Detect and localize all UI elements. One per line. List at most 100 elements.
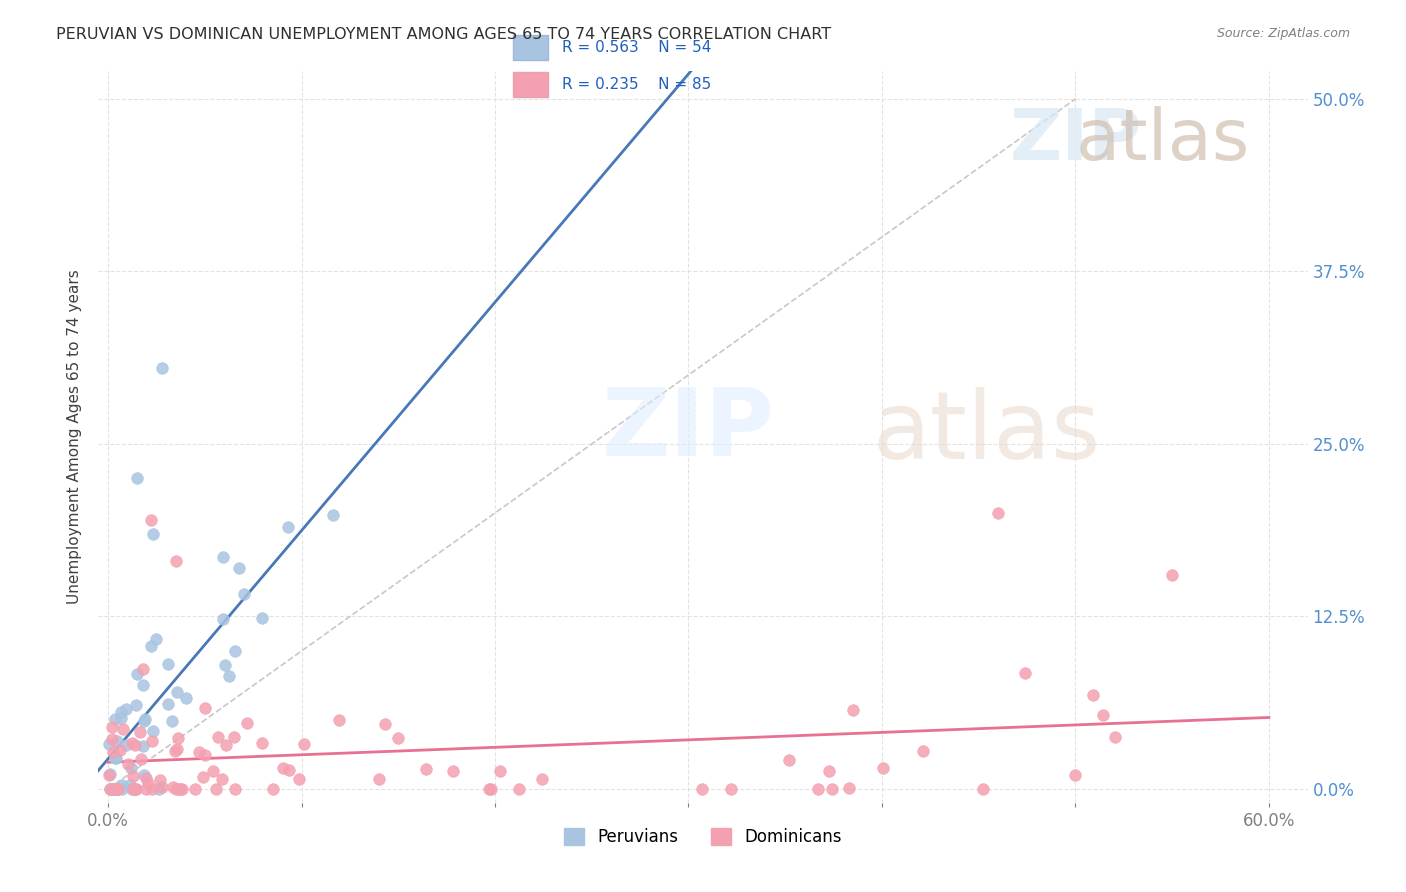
Point (821, 782, 844, 797)
Point (100, 731, 122, 746)
Point (911, 744, 934, 758)
Point (166, 731, 188, 745)
Point (479, 782, 502, 797)
Point (100, 782, 122, 797)
Point (817, 764, 839, 778)
Point (271, 761, 294, 775)
Point (212, 549, 235, 564)
Point (132, 739, 155, 753)
Point (103, 782, 125, 797)
Point (125, 782, 148, 797)
Point (1161, 568, 1184, 582)
Point (167, 782, 190, 797)
Point (205, 782, 228, 797)
Point (415, 762, 437, 776)
Text: atlas: atlas (1076, 106, 1250, 175)
Point (125, 667, 148, 681)
Point (121, 736, 143, 750)
Point (368, 772, 391, 786)
Point (194, 747, 217, 762)
Point (142, 723, 165, 738)
Point (148, 782, 170, 797)
Point (207, 730, 229, 744)
Point (224, 730, 246, 744)
Point (872, 762, 894, 776)
Point (97, 738, 120, 752)
Point (149, 772, 172, 787)
Point (1064, 768, 1087, 782)
Point (135, 782, 157, 797)
Point (218, 669, 240, 683)
Point (105, 782, 128, 797)
Point (104, 782, 127, 797)
Point (128, 724, 150, 739)
Point (165, 782, 187, 797)
Point (172, 782, 194, 797)
Point (142, 526, 165, 541)
Point (118, 778, 141, 792)
Point (252, 736, 274, 750)
Point (125, 698, 148, 712)
Point (441, 764, 464, 778)
Point (194, 701, 217, 715)
Point (191, 770, 214, 784)
Point (278, 763, 301, 777)
Point (156, 657, 179, 672)
Point (117, 757, 139, 772)
Point (166, 742, 188, 756)
Point (228, 561, 250, 575)
Text: Source: ZipAtlas.com: Source: ZipAtlas.com (1216, 27, 1350, 40)
Point (141, 734, 163, 748)
Point (120, 761, 142, 775)
Point (987, 506, 1010, 520)
Point (122, 782, 145, 797)
Text: ZIP: ZIP (602, 384, 775, 476)
Point (211, 772, 233, 786)
Point (139, 513, 162, 527)
FancyBboxPatch shape (513, 71, 548, 97)
Point (132, 661, 155, 675)
Point (134, 771, 156, 785)
Point (111, 778, 134, 792)
Point (169, 782, 191, 797)
Point (150, 780, 173, 795)
Point (104, 713, 127, 727)
Point (165, 554, 187, 568)
Point (141, 782, 163, 797)
Point (132, 678, 155, 692)
Point (166, 685, 188, 699)
Point (720, 782, 742, 797)
Text: R = 0.235    N = 85: R = 0.235 N = 85 (562, 77, 711, 92)
Point (103, 745, 125, 759)
Point (531, 772, 554, 786)
Point (1081, 688, 1104, 702)
Point (104, 751, 127, 765)
Point (98, 767, 121, 781)
Point (112, 723, 135, 737)
Point (157, 698, 180, 712)
Point (129, 752, 152, 766)
Point (188, 745, 211, 759)
Point (236, 716, 259, 731)
Point (778, 753, 800, 767)
Point (489, 764, 512, 778)
Point (292, 737, 315, 751)
Point (136, 776, 159, 790)
Text: PERUVIAN VS DOMINICAN UNEMPLOYMENT AMONG AGES 65 TO 74 YEARS CORRELATION CHART: PERUVIAN VS DOMINICAN UNEMPLOYMENT AMONG… (56, 27, 831, 42)
Point (110, 711, 132, 725)
Point (838, 780, 860, 795)
Point (124, 739, 146, 753)
Point (115, 702, 138, 716)
Point (101, 720, 124, 734)
Point (103, 782, 125, 797)
Point (807, 782, 830, 797)
Point (692, 782, 714, 797)
Text: atlas: atlas (872, 387, 1101, 479)
Point (121, 782, 143, 797)
Point (214, 738, 236, 752)
Point (105, 782, 128, 797)
Point (127, 471, 149, 485)
Point (139, 639, 162, 653)
Point (841, 702, 863, 716)
Point (107, 782, 129, 797)
